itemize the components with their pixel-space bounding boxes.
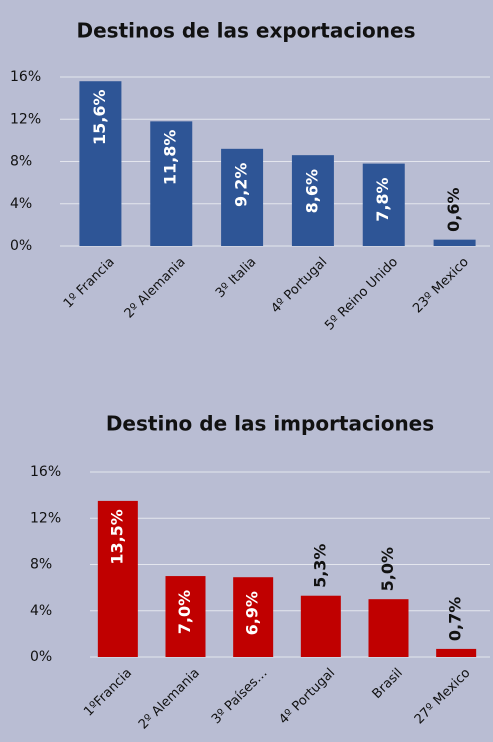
data-label: 9,2% [232,163,251,207]
data-label: 15,6% [90,89,109,145]
y-tick-label: 12% [10,111,41,127]
bar [436,648,477,657]
bar [362,163,405,246]
x-tick-label: 23º Mexico [410,255,472,317]
bar [368,599,409,657]
data-label: 7,8% [373,177,392,221]
bar [150,121,193,246]
data-label: 5,0% [378,547,397,591]
data-label: 0,7% [446,597,465,641]
data-label: 0,6% [444,187,463,231]
data-label: 5,3% [310,544,329,588]
y-tick-label: 8% [10,154,32,170]
y-tick-label: 4% [30,603,52,619]
chart-title: Destino de las importaciones [106,412,434,436]
data-label: 8,6% [302,169,321,213]
x-tick-label: 5º Reino Unido [322,255,401,334]
data-label: 6,9% [243,591,262,635]
x-tick-label: 1ºFrancia [81,666,135,720]
bar [97,500,138,657]
x-tick-label: 2º Alemania [136,666,203,733]
x-tick-label: 3º Italia [213,255,259,301]
bar [291,155,334,246]
data-label: 11,8% [161,130,180,186]
x-tick-label: 1º Francia [61,255,118,312]
y-tick-label: 0% [30,649,52,665]
bar [233,577,274,657]
x-tick-label: 2º Alemania [122,255,189,322]
y-tick-label: 16% [30,464,61,480]
x-tick-label: Brasil [370,666,406,702]
x-tick-label: 3º Países… [209,666,270,727]
x-tick-label: 4º Portugal [276,666,338,728]
bar [300,595,341,657]
y-tick-label: 16% [10,69,41,85]
y-tick-label: 8% [30,557,52,573]
data-label: 7,0% [175,590,194,634]
y-tick-label: 4% [10,196,32,212]
y-tick-label: 12% [30,510,61,526]
data-label: 13,5% [107,509,126,565]
y-tick-label: 0% [10,238,32,254]
bar [221,148,264,246]
chart-title: Destinos de las exportaciones [77,19,416,43]
bar [79,81,122,246]
bar [165,576,206,657]
x-tick-label: 27º Mexico [412,666,474,728]
x-tick-label: 4º Portugal [268,255,330,317]
bar [433,239,476,246]
